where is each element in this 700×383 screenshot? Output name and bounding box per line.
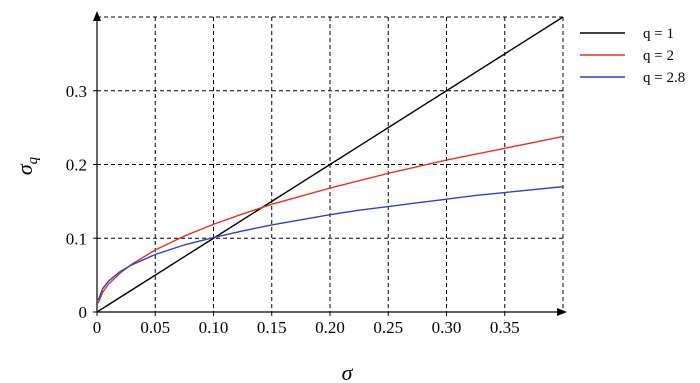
grid — [97, 16, 564, 312]
x-tick-label: 0 — [93, 318, 102, 337]
y-axis-label-subscript: q — [25, 156, 41, 164]
y-axis-label: σq — [12, 156, 41, 175]
y-tick-label: 0.3 — [66, 82, 87, 101]
series-line-3 — [97, 185, 564, 301]
y-axis-arrow — [93, 11, 101, 21]
x-tick-label: 0.35 — [490, 318, 520, 337]
legend: q = 1 q = 2 q = 2.8 — [580, 26, 685, 86]
x-tick-label: 0.10 — [199, 318, 229, 337]
series-line-2 — [97, 135, 564, 304]
series-lines — [97, 16, 564, 312]
legend-label-1: q = 1 — [643, 26, 674, 42]
tick-labels: 0 0.05 0.10 0.15 0.20 0.25 0.30 0.35 0 0.1 0.2 0.3 — [66, 82, 520, 337]
legend-label-3: q = 2.8 — [643, 70, 685, 86]
x-axis-label: σ — [342, 360, 354, 383]
axis-labels: σ σq — [12, 156, 354, 383]
series-line-1 — [97, 16, 564, 312]
x-tick-label: 0.20 — [315, 318, 345, 337]
x-tick-label: 0.30 — [432, 318, 462, 337]
x-tick-label: 0.15 — [257, 318, 287, 337]
axes — [93, 11, 567, 316]
x-tick-label: 0.05 — [140, 318, 170, 337]
y-tick-label: 0 — [79, 303, 88, 322]
x-tick-label: 0.25 — [373, 318, 403, 337]
x-axis-arrow — [557, 308, 567, 316]
legend-label-2: q = 2 — [643, 48, 674, 64]
y-tick-label: 0.1 — [66, 229, 87, 248]
y-tick-label: 0.2 — [66, 156, 87, 175]
